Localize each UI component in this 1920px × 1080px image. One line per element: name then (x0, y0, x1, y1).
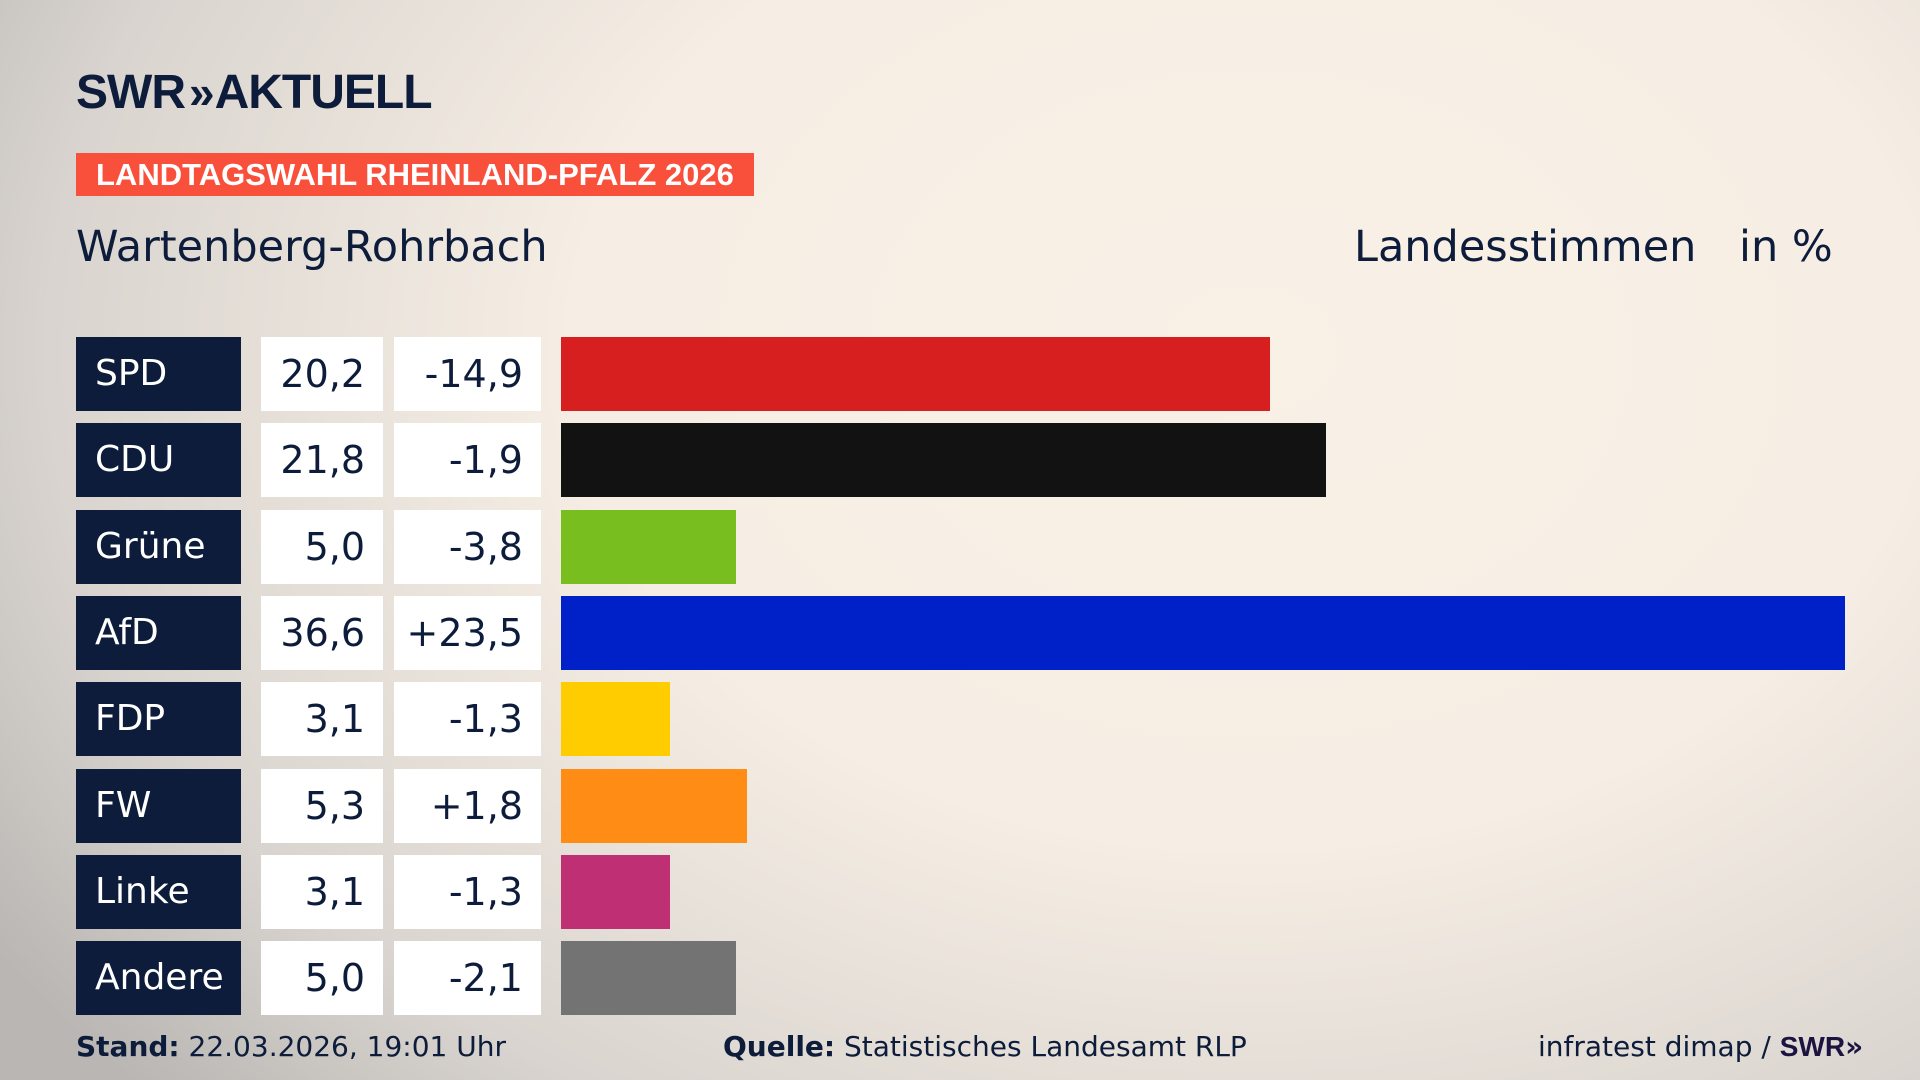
party-label: Linke (76, 854, 241, 929)
vote-share-label: 20,2 (261, 337, 383, 411)
party-label: SPD (76, 337, 241, 411)
change-label: -2,1 (394, 941, 541, 1016)
swr-aktuell-logo: SWR » AKTUELL (76, 66, 433, 119)
change-label: +23,5 (394, 595, 541, 670)
election-banner: LANDTAGSWAHL RHEINLAND-PFALZ 2026 (76, 153, 754, 196)
vote-share-label: 36,6 (261, 595, 383, 670)
change-label: +1,8 (394, 768, 541, 843)
bar-afd (561, 595, 1845, 670)
logo-word: AKTUELL (214, 65, 433, 119)
bar-cdu (561, 423, 1326, 498)
change-label: -1,3 (394, 854, 541, 929)
footer-stand: Stand: 22.03.2026, 19:01 Uhr (76, 1030, 506, 1063)
bar-linke (561, 854, 670, 929)
change-label: -1,3 (394, 682, 541, 757)
source-value: Statistisches Landesamt RLP (844, 1030, 1247, 1063)
unit-label: in % (1739, 222, 1833, 272)
footer-credit: infratest dimap / SWR» (1538, 1030, 1863, 1063)
vote-share-label: 21,8 (261, 423, 383, 498)
swr-chevron-icon: » (1845, 1030, 1864, 1063)
logo-brand: SWR (76, 65, 186, 119)
vote-type-label: Landesstimmen (1354, 222, 1697, 272)
bar-grüne (561, 509, 737, 584)
source-label: Quelle: (723, 1030, 836, 1063)
change-label: -1,9 (394, 423, 541, 498)
stand-label: Stand: (76, 1030, 180, 1063)
party-label: FW (76, 768, 241, 843)
bar-fw (561, 768, 747, 843)
vote-share-label: 5,0 (261, 509, 383, 584)
logo-chevron-icon: » (188, 66, 214, 118)
bar-spd (561, 337, 1270, 411)
vote-share-label: 5,0 (261, 941, 383, 1016)
party-label: CDU (76, 423, 241, 498)
vote-share-label: 3,1 (261, 682, 383, 757)
party-label: AfD (76, 595, 241, 670)
party-label: Andere (76, 941, 241, 1016)
change-label: -14,9 (394, 337, 541, 411)
footer-source: Quelle: Statistisches Landesamt RLP (723, 1030, 1247, 1063)
vote-share-label: 5,3 (261, 768, 383, 843)
party-label: FDP (76, 682, 241, 757)
party-label: Grüne (76, 509, 241, 584)
credit-text: infratest dimap / (1538, 1030, 1771, 1063)
district-title: Wartenberg-Rohrbach (76, 222, 548, 272)
change-label: -3,8 (394, 509, 541, 584)
vote-share-label: 3,1 (261, 854, 383, 929)
bar-andere (561, 941, 737, 1016)
bar-fdp (561, 682, 670, 757)
credit-brand: SWR (1779, 1031, 1846, 1062)
stand-value: 22.03.2026, 19:01 Uhr (188, 1030, 506, 1063)
